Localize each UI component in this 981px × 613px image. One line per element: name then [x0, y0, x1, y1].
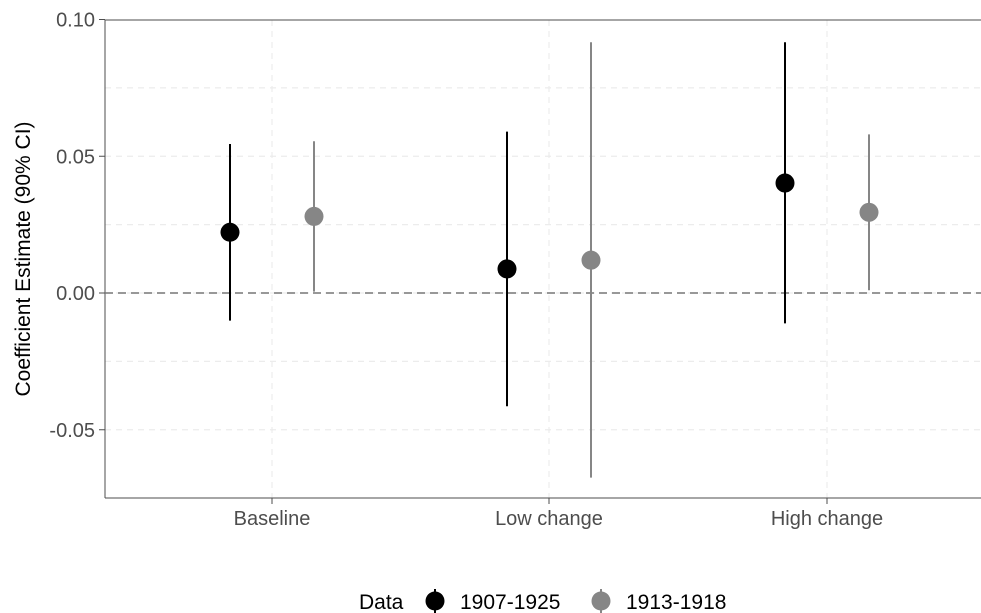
x-tick-label: Low change: [495, 508, 603, 530]
estimate-point: [581, 250, 601, 270]
legend-label: 1907-1925: [460, 591, 560, 613]
y-tick-label: 0.05: [56, 146, 95, 168]
y-tick-label: 0.10: [56, 10, 95, 32]
axes: [104, 19, 981, 499]
legend-title: Data: [359, 591, 404, 613]
legend: Data 1907-1925 1913-1918: [359, 589, 726, 613]
x-tick-label: Baseline: [234, 508, 311, 530]
x-ticks: Baseline Low change High change: [234, 498, 883, 530]
series: [220, 42, 879, 478]
y-tick-label: 0.00: [56, 283, 95, 305]
x-tick-label: High change: [771, 508, 883, 530]
estimate-point: [220, 222, 240, 242]
y-ticks: 0.10 0.05 0.00 -0.05: [49, 10, 105, 442]
estimate-point: [859, 202, 879, 222]
legend-key-point: [425, 591, 445, 611]
estimate-point: [304, 206, 324, 226]
y-axis-title: Coefficient Estimate (90% CI): [12, 121, 35, 396]
estimate-point: [775, 173, 795, 193]
y-tick-label: -0.05: [49, 420, 95, 442]
estimate-point: [497, 259, 517, 279]
legend-label: 1913-1918: [626, 591, 726, 613]
grid: [105, 20, 981, 498]
legend-key-point: [591, 591, 611, 611]
